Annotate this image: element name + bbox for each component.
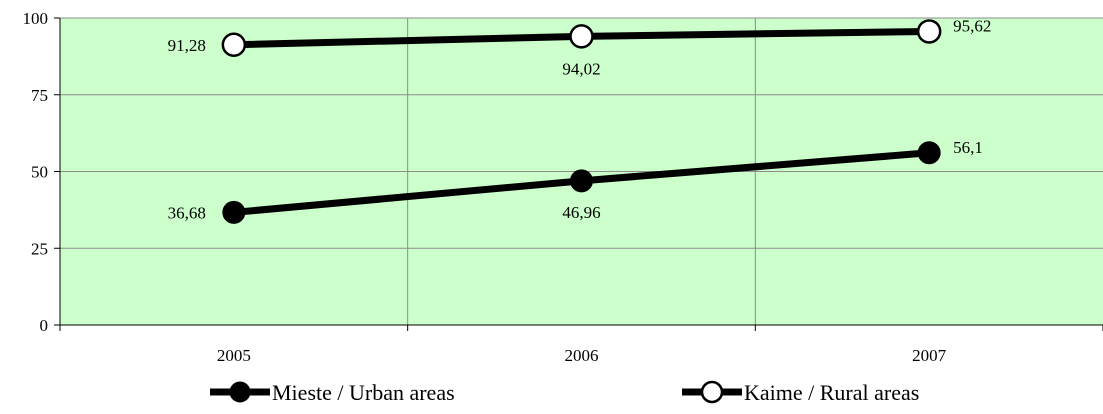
data-point (918, 142, 940, 164)
y-tick-label: 0 (40, 316, 49, 335)
x-tick-label: 2005 (217, 346, 251, 365)
data-label: 94,02 (562, 59, 600, 78)
data-label: 91,28 (168, 36, 206, 55)
x-tick-label: 2006 (565, 346, 599, 365)
legend-label: Kaime / Rural areas (744, 380, 919, 405)
y-tick-label: 25 (31, 239, 48, 258)
legend-marker (230, 382, 250, 402)
legend-item: Kaime / Rural areas (682, 380, 919, 405)
y-tick-label: 100 (23, 9, 49, 28)
y-tick-label: 50 (31, 163, 48, 182)
data-point (223, 201, 245, 223)
legend: Mieste / Urban areas Kaime / Rural areas (210, 380, 919, 405)
x-tick-label: 2007 (912, 346, 947, 365)
data-label: 36,68 (168, 203, 206, 222)
legend-marker (702, 382, 722, 402)
data-label: 56,1 (953, 138, 983, 157)
legend-label: Mieste / Urban areas (272, 380, 455, 405)
y-tick-label: 75 (31, 86, 48, 105)
data-label: 95,62 (953, 16, 991, 35)
data-point (571, 170, 593, 192)
legend-item: Mieste / Urban areas (210, 380, 455, 405)
data-point (918, 20, 940, 42)
data-point (223, 34, 245, 56)
data-label: 46,96 (562, 203, 600, 222)
data-point (571, 25, 593, 47)
